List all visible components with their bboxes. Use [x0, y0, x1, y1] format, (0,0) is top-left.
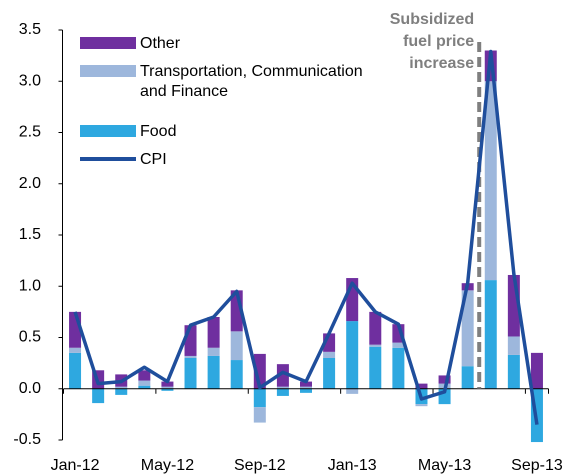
x-tick-label: Jan-13 [328, 457, 377, 474]
bar-segment [207, 317, 220, 348]
y-tick-label: 2.0 [19, 175, 41, 192]
bar-segment [507, 354, 520, 389]
bar-segment [530, 352, 543, 389]
legend-item: CPI [80, 148, 400, 170]
bar-segment [461, 366, 474, 389]
x-tick-label: May-12 [141, 457, 194, 474]
bar-segment [484, 280, 497, 389]
bar-segment [161, 386, 174, 389]
bar-segment [392, 342, 405, 348]
bar-segment [323, 351, 336, 358]
legend: Other Transportation, Communication and F… [80, 32, 400, 176]
legend-label: CPI [140, 151, 167, 168]
bar-segment [138, 385, 151, 389]
y-tick-label: 3.5 [19, 21, 41, 38]
y-tick-label: 3.0 [19, 72, 41, 89]
legend-item: Other [80, 32, 400, 54]
bar-segment [369, 344, 382, 347]
annotation: Subsidized [390, 11, 474, 28]
legend-swatch [80, 37, 136, 49]
bar-segment [392, 347, 405, 389]
x-tick-label: Sep-12 [234, 457, 286, 474]
y-tick-label: 0.5 [19, 329, 41, 346]
legend-label: Other [140, 35, 181, 52]
bar-segment [484, 81, 497, 281]
bar-segment [253, 353, 266, 389]
bar-segment [276, 386, 289, 389]
bar-segment [300, 388, 312, 393]
bar-segment [69, 352, 82, 389]
bar-segment [92, 388, 105, 404]
bar-segment [184, 355, 197, 358]
bar-segment [184, 358, 197, 389]
bar-segment [300, 386, 312, 389]
bar-segment [461, 290, 474, 367]
legend-item: Transportation, Communication and Financ… [80, 60, 400, 110]
y-tick-label: -0.5 [13, 431, 41, 448]
cpi-line [73, 49, 539, 425]
bar-segment [438, 375, 451, 384]
legend-label: Food [140, 123, 177, 140]
bar-segment [323, 358, 336, 389]
legend-label: Transportation, Communication and Financ… [140, 63, 363, 100]
bar-segment [207, 355, 220, 389]
bar-segment [161, 388, 174, 391]
bar-segment [138, 380, 151, 386]
annotation: increase [409, 55, 474, 72]
y-tick-label: 1.5 [19, 226, 41, 243]
bar-segment [230, 331, 243, 361]
bar-segment [369, 311, 382, 345]
bar-segment [253, 407, 266, 423]
bar-segment [346, 321, 359, 389]
bar-segment [346, 388, 359, 394]
bar-segment [161, 381, 174, 387]
bar-segment [115, 388, 128, 395]
legend-swatch [80, 125, 136, 137]
bar-segment [230, 360, 243, 389]
legend-item: Food [80, 120, 400, 142]
bar-segment [138, 370, 151, 381]
bar-segment [69, 347, 82, 353]
y-tick-label: 0.0 [19, 380, 41, 397]
y-tick-label: 1.0 [19, 277, 41, 294]
bar-segment [415, 404, 428, 407]
bar-segment [415, 383, 428, 389]
x-tick-label: Jan-12 [51, 457, 100, 474]
bar-segment [276, 364, 289, 387]
bar-segment [253, 388, 266, 408]
bar-segment [300, 381, 312, 387]
bar-segment [115, 386, 128, 389]
bar-segment [507, 336, 520, 355]
y-tick-label: 2.5 [19, 124, 41, 141]
bar-segment [207, 347, 220, 356]
legend-swatch [80, 65, 136, 77]
x-tick-label: May-13 [418, 457, 471, 474]
annotation: fuel price [403, 33, 474, 50]
bar-segment [369, 346, 382, 389]
legend-swatch [80, 157, 136, 161]
x-tick-label: Sep-13 [511, 457, 563, 474]
bar-segment [276, 388, 289, 396]
